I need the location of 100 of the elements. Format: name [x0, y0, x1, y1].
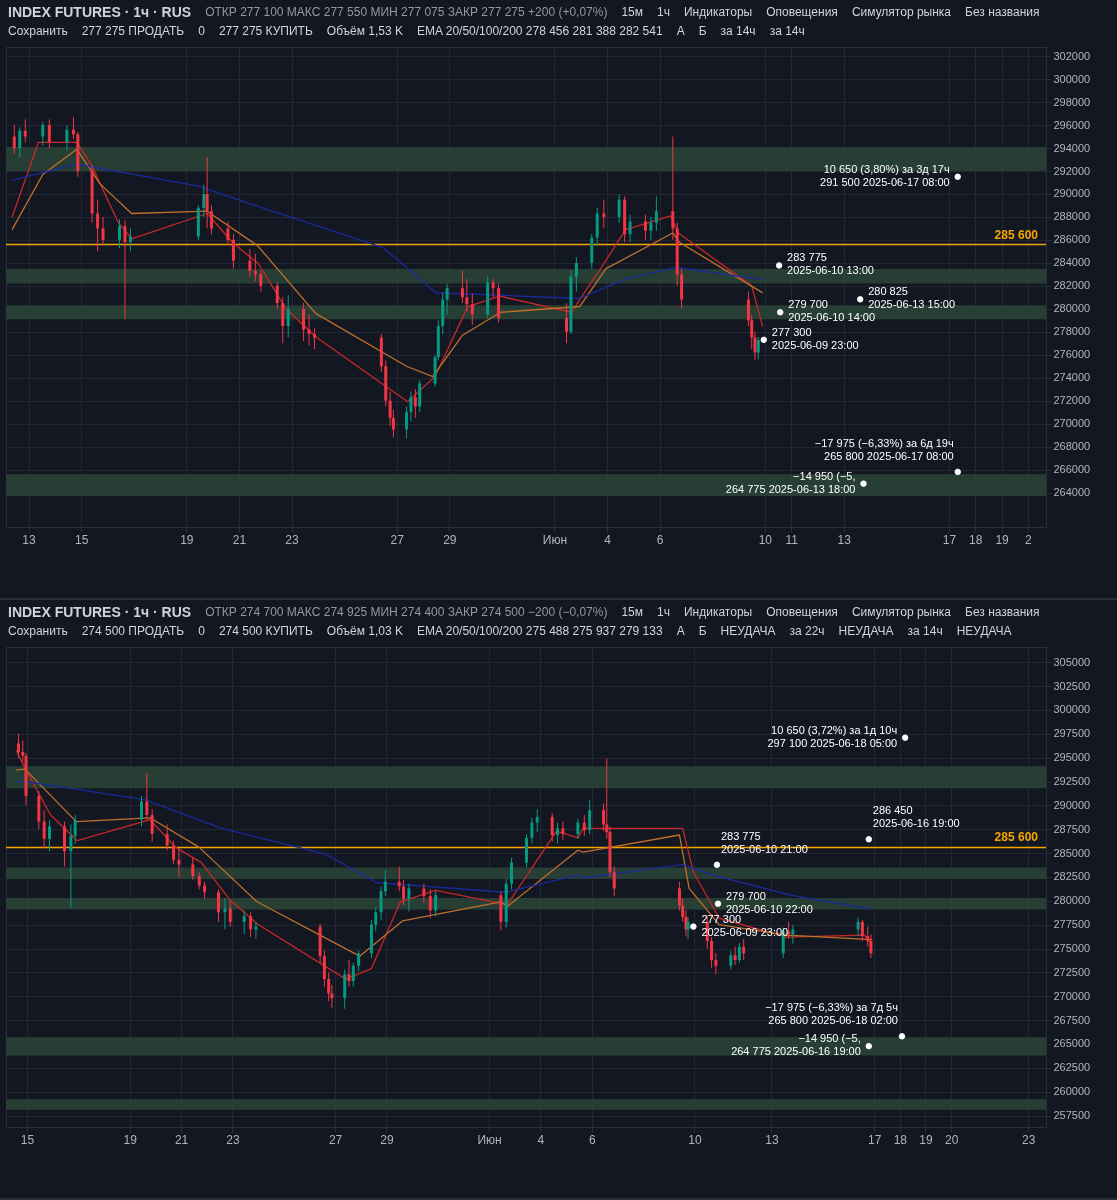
- candlestick: [612, 865, 616, 897]
- text: Объём 1,03 K: [326, 624, 404, 638]
- candlestick: [128, 227, 132, 252]
- candlestick: [470, 293, 474, 326]
- x-tick-label: 13: [22, 532, 37, 547]
- text: за 14ч: [720, 24, 756, 38]
- text: Оповещения: [766, 5, 838, 19]
- point: [856, 296, 864, 303]
- x-tick-label: 19: [995, 532, 1010, 547]
- candlestick: [259, 270, 263, 293]
- annotation: −14 950 (−5, 264 775 2025-06-16 19:00: [731, 1032, 861, 1058]
- candlestick: [535, 808, 539, 833]
- ref-line-label: 285 600: [994, 227, 1039, 242]
- x-tick-label: 27: [328, 1132, 343, 1147]
- candlestick: [460, 270, 464, 304]
- candlestick: [617, 193, 621, 224]
- y-tick-label: 272000: [1053, 394, 1091, 407]
- candlestick: [281, 296, 285, 344]
- text: 15м: [621, 5, 644, 19]
- text: за 14ч: [907, 624, 943, 638]
- x-tick-label: 19: [123, 1132, 138, 1147]
- candlestick: [491, 278, 495, 298]
- text: Без названия: [965, 5, 1040, 19]
- candlestick: [205, 156, 209, 229]
- x-tick-label: Июн: [542, 532, 568, 547]
- y-tick-label: 275000: [1053, 942, 1091, 955]
- y-tick-label: 285000: [1053, 846, 1091, 859]
- candlestick: [357, 949, 361, 972]
- candlestick: [374, 907, 378, 932]
- text: Индикаторы: [683, 605, 753, 619]
- annotation: −17 975 (−6,33%) за 6д 19ч 265 800 2025-06-17 08:00: [814, 436, 954, 462]
- y-tick-label: 302000: [1053, 49, 1091, 62]
- candlestick: [165, 824, 169, 851]
- text: 274 500 ПРОДАТЬ: [81, 624, 185, 638]
- text: 1ч: [657, 5, 670, 19]
- candlestick: [249, 911, 253, 938]
- candlestick: [65, 124, 69, 151]
- annotation: 10 650 (3,80%) за 3д 17ч 291 500 2025-06-17 08:00: [820, 162, 950, 188]
- text: Объём 1,53 K: [326, 24, 404, 38]
- annotation: 280 825 2025-06-13 15:00: [868, 285, 956, 311]
- candlestick: [231, 233, 235, 270]
- text: Без названия: [965, 605, 1040, 619]
- x-tick-label: 23: [226, 1132, 240, 1147]
- candlestick: [150, 808, 154, 843]
- y-tick-label: 290000: [1053, 798, 1091, 811]
- y-tick-label: 300000: [1053, 72, 1091, 85]
- x-tick-label: 17: [867, 1132, 882, 1147]
- candlestick: [576, 818, 580, 840]
- candlestick: [397, 865, 401, 892]
- x-tick-label: 29: [380, 1132, 394, 1147]
- x-tick-label: 11: [785, 532, 799, 547]
- x-tick-label: 6: [656, 532, 664, 547]
- candlestick: [226, 221, 230, 247]
- text: Индикаторы: [683, 5, 753, 19]
- candlestick: [41, 121, 45, 147]
- annotation: −14 950 (−5, 264 775 2025-06-13 18:00: [725, 469, 856, 495]
- candlestick: [242, 909, 246, 935]
- text: А: [676, 624, 685, 638]
- point: [775, 262, 783, 269]
- candlestick: [117, 218, 121, 249]
- candlestick: [47, 118, 51, 149]
- y-tick-label: 270000: [1053, 417, 1091, 430]
- text: за 14ч: [769, 24, 805, 38]
- candlestick: [18, 126, 22, 158]
- candlestick: [756, 336, 760, 360]
- x-tick-label: 23: [285, 532, 299, 547]
- candlestick: [253, 253, 257, 282]
- candlestick: [418, 379, 422, 413]
- chart-subtitle: ОТКР 274 700 МАКС 274 925 МИН 274 400 ЗАКР 274 500 −200 (−0,07%): [205, 605, 608, 619]
- x-tick-label: 13: [837, 532, 852, 547]
- candlestick: [307, 314, 311, 347]
- candlestick: [69, 824, 73, 909]
- candlestick: [714, 952, 718, 975]
- x-tick-label: 23: [1021, 1132, 1036, 1147]
- y-tick-label: 300000: [1053, 703, 1091, 716]
- text: 0: [198, 624, 205, 638]
- y-tick-label: 284000: [1053, 256, 1091, 269]
- x-tick-label: 4: [537, 1132, 545, 1147]
- candlestick: [733, 946, 737, 966]
- x-tick-label: Июн: [477, 1132, 502, 1147]
- text: Сохранить: [8, 624, 68, 638]
- text: Симулятор рынка: [851, 5, 952, 19]
- y-tick-label: 272500: [1053, 965, 1091, 978]
- candlestick: [550, 812, 554, 843]
- annotation: 279 700 2025-06-10 22:00: [725, 889, 813, 915]
- point: [714, 900, 722, 907]
- candlestick: [422, 883, 426, 904]
- chart-subtitle: ОТКР 277 100 МАКС 277 550 МИН 277 075 ЗАКР 277 275 +200 (+0,07%): [205, 5, 608, 19]
- candlestick: [322, 949, 326, 988]
- text: Оповещения: [766, 605, 838, 619]
- y-tick-label: 280000: [1053, 302, 1091, 315]
- candlestick: [737, 942, 741, 964]
- candlestick: [407, 883, 411, 912]
- y-tick-label: 265000: [1053, 1037, 1091, 1050]
- point: [760, 336, 768, 344]
- y-tick-label: 278000: [1053, 325, 1091, 338]
- y-tick-label: 290000: [1053, 187, 1091, 200]
- x-tick-label: 10: [758, 532, 773, 547]
- candlestick: [649, 216, 653, 241]
- candlestick: [217, 888, 220, 923]
